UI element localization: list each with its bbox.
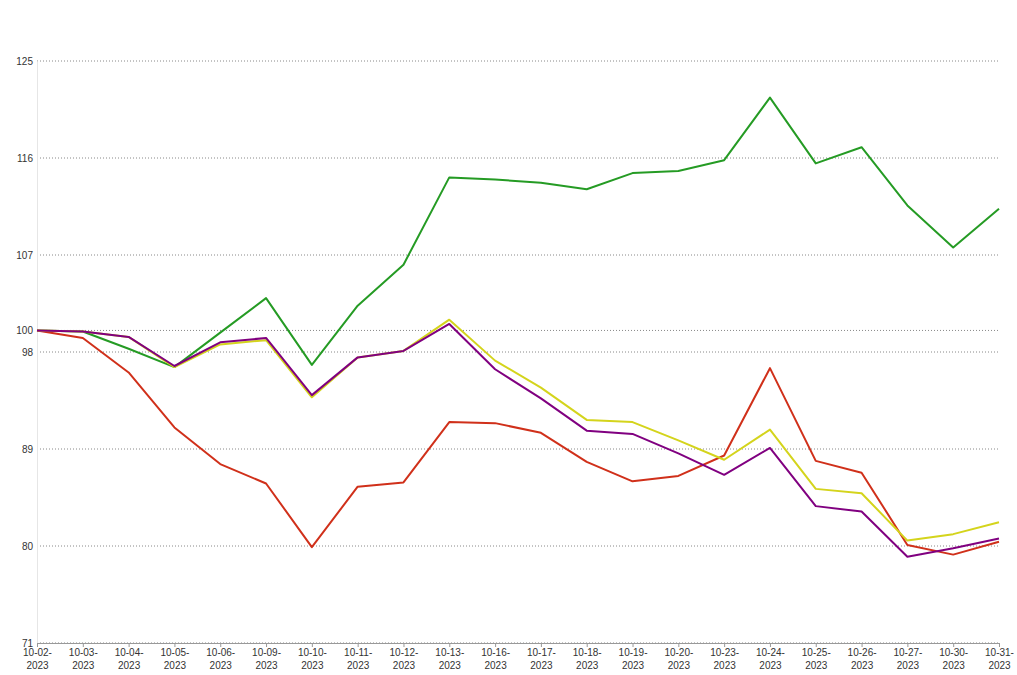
y-axis: 71808998100107116125: [16, 56, 37, 649]
y-tick-label: 80: [22, 541, 34, 552]
x-tick-label: 10-18-2023: [573, 647, 602, 671]
x-tick: 10-20-2023: [664, 643, 693, 671]
x-tick: 10-06-2023: [206, 643, 235, 671]
y-axis-line: [37, 62, 38, 644]
x-tick: 10-09-2023: [252, 643, 281, 671]
y-tick-label: 89: [22, 444, 34, 455]
x-tick: 10-25-2023: [802, 643, 831, 671]
y-tick: 125: [16, 56, 37, 67]
y-tick: 100: [16, 325, 37, 336]
x-tick: 10-12-2023: [390, 643, 419, 671]
x-tick-label: 10-13-2023: [435, 647, 464, 671]
x-tick: 10-18-2023: [573, 643, 602, 671]
x-tick: 10-11-2023: [344, 643, 372, 671]
y-tick-label: 100: [16, 325, 33, 336]
x-tick-label: 10-20-2023: [664, 647, 693, 671]
y-tick-label: 125: [16, 56, 33, 67]
x-tick: 10-30-2023: [939, 643, 968, 671]
plot-lines: [37, 98, 999, 557]
x-tick-label: 10-26-2023: [848, 647, 877, 671]
x-tick-label: 10-27-2023: [893, 647, 922, 671]
x-tick-label: 10-31-2023: [985, 647, 1014, 671]
y-tick: 116: [17, 153, 37, 164]
x-tick: 10-27-2023: [893, 643, 922, 671]
x-tick: 10-10-2023: [298, 643, 327, 671]
x-tick-label: 10-24-2023: [756, 647, 785, 671]
x-tick-label: 10-04-2023: [115, 647, 144, 671]
x-tick: 10-16-2023: [481, 643, 510, 671]
x-tick-label: 10-06-2023: [206, 647, 235, 671]
x-tick-label: 10-10-2023: [298, 647, 327, 671]
x-tick: 10-02-2023: [23, 643, 52, 671]
x-tick: 10-19-2023: [619, 643, 648, 671]
grid-line: [37, 158, 999, 159]
x-tick-label: 10-23-2023: [710, 647, 739, 671]
y-tick: 107: [16, 250, 37, 261]
x-tick: 10-23-2023: [710, 643, 739, 671]
grid-line: [37, 61, 999, 62]
y-tick: 80: [22, 541, 37, 552]
x-tick: 10-24-2023: [756, 643, 785, 671]
y-tick: 89: [22, 444, 37, 455]
x-tick-label: 10-02-2023: [23, 647, 52, 671]
x-tick: 10-26-2023: [848, 643, 877, 671]
x-tick: 10-13-2023: [435, 643, 464, 671]
grid-line: [37, 643, 999, 644]
x-tick-label: 10-16-2023: [481, 647, 510, 671]
grid-line: [37, 449, 999, 450]
x-tick-label: 10-25-2023: [802, 647, 831, 671]
x-tick-label: 10-17-2023: [527, 647, 556, 671]
x-tick: 10-04-2023: [115, 643, 144, 671]
grid-line: [37, 546, 999, 547]
y-tick-label: 116: [17, 153, 33, 164]
series-line: [37, 320, 999, 541]
grid-line: [37, 330, 999, 331]
y-tick-label: 98: [22, 347, 34, 358]
x-tick: 10-03-2023: [69, 643, 98, 671]
x-tick-label: 10-11-2023: [344, 647, 372, 671]
x-tick-label: 10-19-2023: [619, 647, 648, 671]
grid-line: [37, 352, 999, 353]
x-tick: 10-31-2023: [985, 643, 1014, 671]
grid: [37, 61, 999, 643]
y-tick: 98: [22, 347, 37, 358]
x-axis-line: [38, 643, 1000, 644]
chart: 7180899810010711612510-02-202310-03-2023…: [0, 0, 1017, 675]
x-axis: 10-02-2023 10-03-2023 10-04-2023 10-05-2023…: [23, 643, 1014, 671]
x-tick-label: 10-30-2023: [939, 647, 968, 671]
x-tick-label: 10-09-2023: [252, 647, 281, 671]
x-tick-label: 10-03-2023: [69, 647, 98, 671]
series-line: [37, 98, 999, 367]
series-line: [37, 324, 999, 557]
grid-line: [37, 255, 999, 256]
x-tick-label: 10-05-2023: [160, 647, 189, 671]
x-tick-label: 10-12-2023: [390, 647, 419, 671]
x-tick: 10-05-2023: [160, 643, 189, 671]
x-tick: 10-17-2023: [527, 643, 556, 671]
y-tick-label: 107: [16, 250, 33, 261]
